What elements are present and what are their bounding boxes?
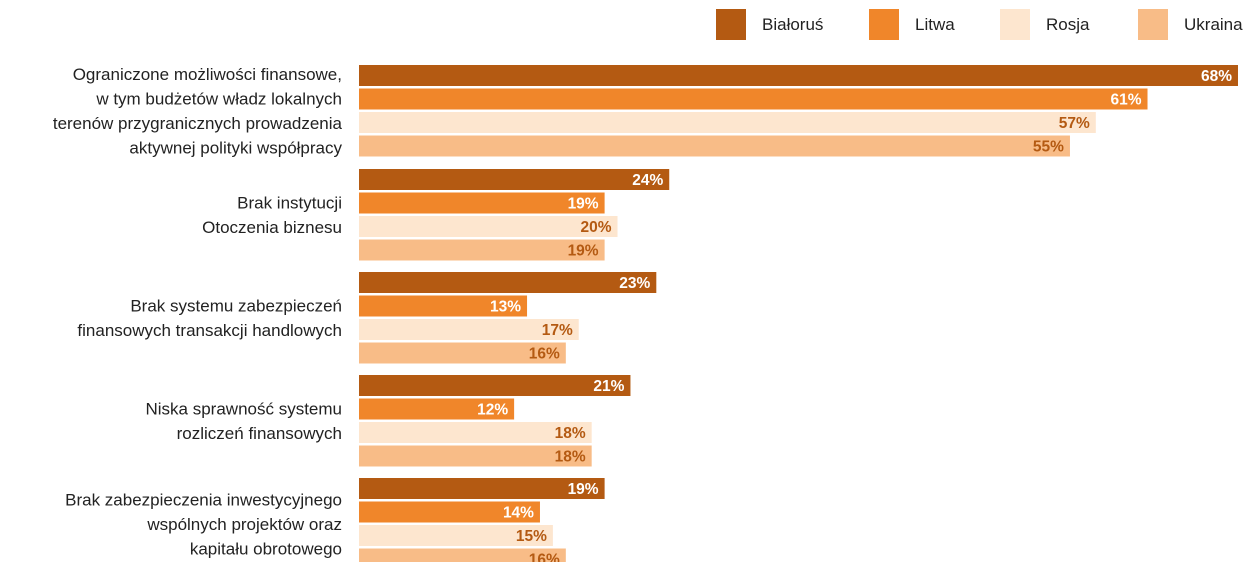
data-label: 18% (555, 449, 586, 466)
data-label: 19% (568, 243, 599, 260)
category-label: Niska sprawność systemu rozliczeń finanso… (145, 400, 342, 444)
category-label: Brak zabezpieczenia inwestycyjnego wspóln… (65, 490, 342, 558)
data-label: 20% (580, 219, 611, 236)
legend-label: Białoruś (762, 15, 823, 34)
data-label: 18% (555, 425, 586, 442)
bar (359, 169, 669, 190)
bar (359, 216, 618, 237)
data-label: 17% (542, 322, 573, 339)
data-label: 19% (568, 196, 599, 213)
data-label: 16% (529, 552, 560, 562)
data-label: 23% (619, 275, 650, 292)
data-label: 19% (568, 481, 599, 498)
bar (359, 65, 1238, 86)
data-label: 16% (529, 346, 560, 363)
legend-label: Rosja (1046, 15, 1090, 34)
data-label: 12% (477, 402, 508, 419)
bar (359, 272, 656, 293)
legend-swatch (1138, 9, 1168, 40)
data-label: 55% (1033, 139, 1064, 156)
bar (359, 89, 1148, 110)
category-labels: Ograniczone możliwości finansowe, w tym b… (53, 65, 343, 558)
data-label: 14% (503, 505, 534, 522)
category-label: Brak instytucji Otoczenia biznesu (202, 194, 342, 238)
legend-swatch (869, 9, 899, 40)
legend-swatch (716, 9, 746, 40)
category-label: Brak systemu zabezpieczeń finansowych tra… (77, 297, 342, 341)
data-label: 21% (593, 378, 624, 395)
data-label: 13% (490, 299, 521, 316)
bar (359, 112, 1096, 133)
legend-label: Ukraina (1184, 15, 1243, 34)
data-label: 15% (516, 528, 547, 545)
data-label: 61% (1110, 92, 1141, 109)
legend-swatch (1000, 9, 1030, 40)
legend: Białoruś Litwa Rosja Ukraina (716, 9, 1243, 40)
category-label: Ograniczone możliwości finansowe, w tym b… (53, 65, 343, 158)
bar (359, 375, 630, 396)
data-label: 57% (1059, 115, 1090, 132)
data-label: 24% (632, 172, 663, 189)
data-label: 68% (1201, 68, 1232, 85)
bar (359, 136, 1070, 157)
legend-label: Litwa (915, 15, 955, 34)
bars: 68% 61% 57% 55% 24% 19% 20% 19% 23% 13% 17% 16% 21% 1… (359, 65, 1238, 562)
